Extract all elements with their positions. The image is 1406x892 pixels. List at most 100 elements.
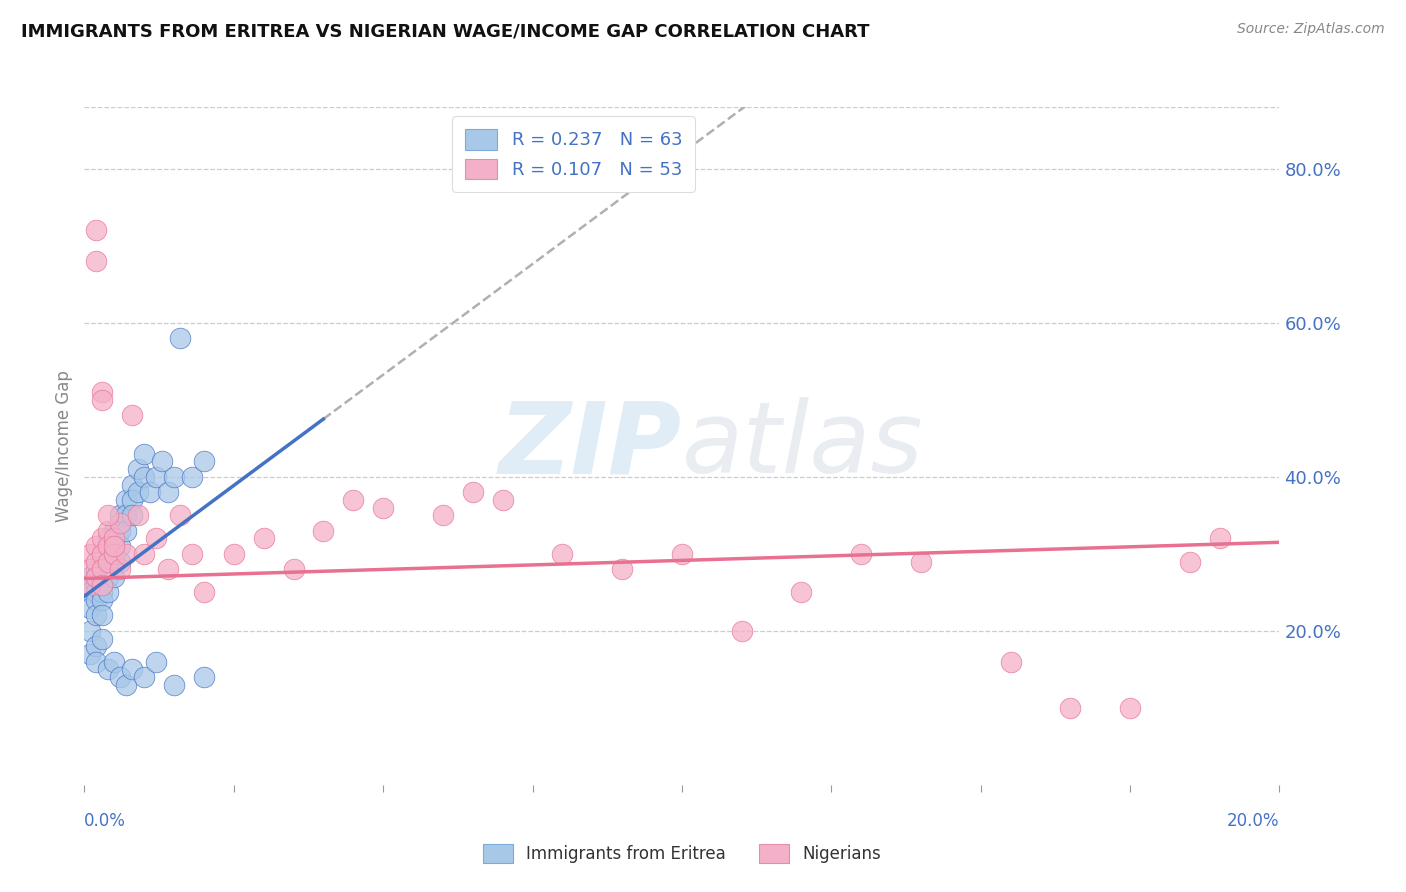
Point [91, 608, 114, 623]
Point [110, 508, 132, 523]
Point [132, 470, 156, 484]
Text: 0.0%: 0.0% [84, 812, 127, 830]
Point [97, 555, 120, 569]
Point [91, 385, 114, 400]
Point [103, 570, 125, 584]
Point [612, 562, 634, 576]
Point [132, 447, 156, 461]
Point [121, 508, 143, 523]
Point [91, 562, 114, 576]
Point [132, 670, 156, 684]
Point [97, 562, 120, 576]
Point [222, 547, 245, 561]
Point [110, 539, 132, 553]
Point [86, 570, 108, 584]
Point [97, 570, 120, 584]
Point [121, 477, 143, 491]
Point [110, 516, 132, 530]
Point [121, 492, 143, 507]
Point [1000, 655, 1022, 669]
Point [1209, 532, 1232, 546]
Point [110, 524, 132, 538]
Point [157, 562, 180, 576]
Point [1119, 701, 1142, 715]
Point [127, 485, 149, 500]
Point [193, 585, 215, 599]
Point [110, 670, 132, 684]
Point [145, 655, 167, 669]
Point [110, 562, 132, 576]
Point [91, 585, 114, 599]
Legend: Immigrants from Eritrea, Nigerians: Immigrants from Eritrea, Nigerians [474, 836, 890, 871]
Point [91, 555, 114, 569]
Point [86, 254, 108, 268]
Point [103, 524, 125, 538]
Point [86, 539, 108, 553]
Point [91, 547, 114, 561]
Point [79, 600, 101, 615]
Point [86, 555, 108, 569]
Point [91, 532, 114, 546]
Point [103, 655, 125, 669]
Point [127, 508, 149, 523]
Point [91, 577, 114, 591]
Point [461, 485, 484, 500]
Point [103, 532, 125, 546]
Text: ZIP: ZIP [499, 398, 682, 494]
Point [97, 585, 120, 599]
Point [671, 547, 693, 561]
Point [103, 539, 125, 553]
Point [91, 570, 114, 584]
Point [127, 462, 149, 476]
Point [91, 562, 114, 576]
Point [851, 547, 873, 561]
Point [169, 331, 191, 345]
Point [86, 608, 108, 623]
Point [312, 524, 335, 538]
Point [150, 454, 173, 468]
Point [731, 624, 754, 638]
Point [373, 500, 395, 515]
Text: Source: ZipAtlas.com: Source: ZipAtlas.com [1237, 22, 1385, 37]
Point [163, 470, 186, 484]
Point [86, 593, 108, 607]
Point [86, 577, 108, 591]
Point [115, 492, 138, 507]
Text: 20.0%: 20.0% [1227, 812, 1279, 830]
Point [79, 570, 101, 584]
Point [91, 577, 114, 591]
Point [169, 508, 191, 523]
Point [115, 678, 138, 692]
Point [79, 547, 101, 561]
Point [1059, 701, 1081, 715]
Point [157, 485, 180, 500]
Text: atlas: atlas [682, 398, 924, 494]
Point [492, 492, 515, 507]
Point [139, 485, 162, 500]
Point [79, 624, 101, 638]
Point [97, 524, 120, 538]
Point [145, 532, 167, 546]
Point [91, 547, 114, 561]
Y-axis label: Wage/Income Gap: Wage/Income Gap [55, 370, 73, 522]
Point [790, 585, 813, 599]
Point [97, 539, 120, 553]
Point [86, 223, 108, 237]
Point [97, 555, 120, 569]
Point [86, 640, 108, 654]
Point [86, 585, 108, 599]
Point [551, 547, 574, 561]
Point [86, 570, 108, 584]
Point [163, 678, 186, 692]
Point [103, 555, 125, 569]
Point [103, 539, 125, 553]
Text: IMMIGRANTS FROM ERITREA VS NIGERIAN WAGE/INCOME GAP CORRELATION CHART: IMMIGRANTS FROM ERITREA VS NIGERIAN WAGE… [21, 22, 869, 40]
Point [121, 662, 143, 676]
Point [97, 547, 120, 561]
Point [193, 454, 215, 468]
Point [79, 585, 101, 599]
Point [91, 392, 114, 407]
Point [145, 470, 167, 484]
Point [342, 492, 364, 507]
Point [79, 577, 101, 591]
